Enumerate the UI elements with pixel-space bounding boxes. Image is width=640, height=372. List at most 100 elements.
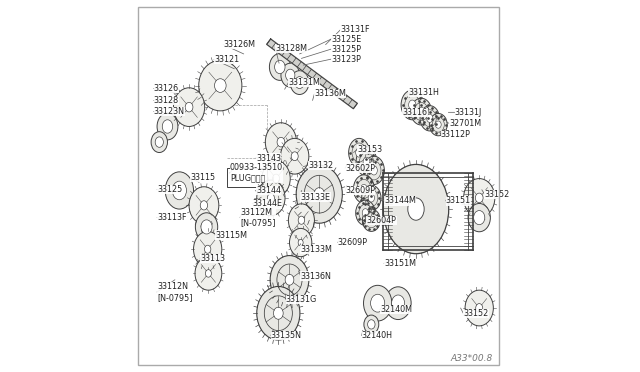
Text: 33144: 33144 [256,186,281,195]
Text: 33128: 33128 [154,96,179,105]
Ellipse shape [205,270,211,277]
Ellipse shape [195,257,222,290]
Ellipse shape [476,193,483,203]
Ellipse shape [356,148,362,157]
Text: 33135N: 33135N [271,331,302,340]
Text: 33133E: 33133E [301,193,331,202]
Ellipse shape [269,54,290,80]
Ellipse shape [298,239,303,246]
Text: 32609P: 32609P [338,238,368,247]
Ellipse shape [273,307,283,319]
Text: 33125: 33125 [157,185,182,194]
Text: 33123N: 33123N [154,107,185,116]
Ellipse shape [371,166,378,175]
Ellipse shape [364,315,379,334]
Ellipse shape [418,107,424,116]
Ellipse shape [362,185,381,211]
Ellipse shape [364,285,392,321]
Ellipse shape [465,290,493,326]
Ellipse shape [383,164,449,254]
Ellipse shape [289,204,314,237]
Text: 33121: 33121 [214,55,239,64]
Text: 32609P: 32609P [346,186,375,195]
Ellipse shape [157,113,178,140]
Ellipse shape [165,172,193,209]
Ellipse shape [401,90,424,120]
Ellipse shape [257,180,285,216]
Ellipse shape [156,137,163,147]
Ellipse shape [195,213,218,241]
Text: 00933-13510
PLUGプラグ: 00933-13510 PLUGプラグ [230,163,283,183]
Ellipse shape [268,193,275,202]
Ellipse shape [392,295,404,311]
Ellipse shape [474,211,484,225]
Ellipse shape [353,175,374,203]
Ellipse shape [411,98,431,125]
Text: 33131G: 33131G [286,295,317,304]
Text: 33151M: 33151M [384,259,416,268]
Text: 33133M: 33133M [301,245,333,254]
Bar [227,168,267,187]
Text: 33131H: 33131H [408,88,440,97]
Ellipse shape [420,106,440,131]
Ellipse shape [463,179,495,217]
Ellipse shape [201,220,212,234]
Ellipse shape [262,161,291,196]
Ellipse shape [363,157,370,166]
Ellipse shape [289,228,312,257]
Ellipse shape [290,71,309,94]
Ellipse shape [367,320,375,329]
Ellipse shape [295,77,304,89]
Ellipse shape [385,287,411,320]
Ellipse shape [151,132,168,153]
Text: 33132: 33132 [308,161,333,170]
Ellipse shape [356,200,375,225]
Text: 33112M
[N-0795]: 33112M [N-0795] [240,208,275,227]
Text: 33131M: 33131M [289,78,320,87]
Ellipse shape [476,304,483,312]
Ellipse shape [281,63,300,87]
Text: 33116: 33116 [403,108,428,117]
Text: 33131J: 33131J [454,108,482,117]
Ellipse shape [214,79,226,92]
Text: 32701M: 32701M [449,119,481,128]
Text: 33126: 33126 [154,84,179,93]
Text: 32140M: 32140M [380,305,412,314]
Ellipse shape [275,60,285,74]
Ellipse shape [285,69,295,81]
Text: 33136N: 33136N [301,272,332,280]
Text: 32602P: 32602P [346,164,375,173]
Ellipse shape [291,152,298,161]
Text: 33112N
[N-0795]: 33112N [N-0795] [157,282,193,302]
Ellipse shape [369,217,374,224]
Ellipse shape [257,286,300,340]
Ellipse shape [270,256,309,304]
Text: 33125E: 33125E [331,35,362,44]
Ellipse shape [199,60,242,111]
Ellipse shape [314,187,324,201]
Ellipse shape [408,198,424,220]
Text: 32140H: 32140H [362,331,393,340]
Ellipse shape [356,148,377,176]
Text: 33128M: 33128M [275,44,307,53]
Text: 33125P: 33125P [331,45,361,54]
Text: 32604P: 32604P [367,216,396,225]
Ellipse shape [285,274,294,285]
Ellipse shape [189,187,219,224]
Text: 33113: 33113 [200,254,225,263]
Polygon shape [267,39,357,109]
Ellipse shape [296,165,342,223]
Text: 33136M: 33136M [314,89,346,98]
Ellipse shape [429,113,447,136]
Ellipse shape [435,121,441,128]
Ellipse shape [163,120,173,133]
Ellipse shape [200,201,207,210]
Ellipse shape [362,209,369,217]
Text: 33126M: 33126M [223,40,255,49]
Text: 33143: 33143 [256,154,281,163]
Text: 33144E: 33144E [252,199,282,208]
Ellipse shape [427,114,433,122]
Ellipse shape [173,88,205,126]
Ellipse shape [172,181,186,200]
Ellipse shape [204,245,211,253]
